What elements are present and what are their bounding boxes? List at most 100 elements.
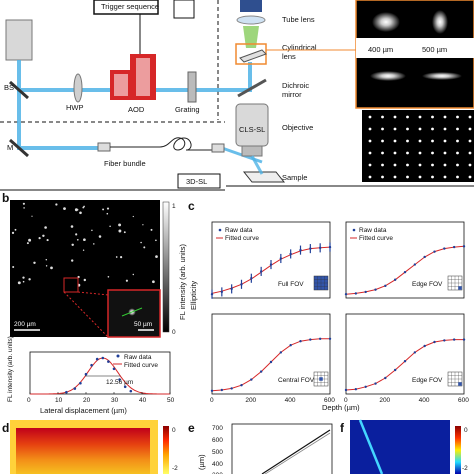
profile-line: [121, 307, 143, 317]
raw-data-point: [309, 338, 312, 341]
raw-data-point: [299, 340, 302, 343]
bead: [75, 233, 78, 236]
bead: [45, 259, 48, 261]
bead-spots: [11, 202, 158, 287]
colorbar-f: [455, 426, 461, 474]
legend-raw-label: Raw data: [359, 227, 387, 234]
array-spot: [418, 175, 422, 179]
profile-fit-curve: [30, 357, 170, 395]
array-spot: [443, 163, 447, 167]
raw-data-point: [289, 344, 292, 347]
bead: [50, 266, 53, 270]
panel-e-line-2: [264, 432, 331, 474]
array-spot: [381, 163, 384, 167]
roi-box: [63, 277, 79, 293]
subplot-label: Edge FOV: [412, 377, 443, 384]
profile-xtick-label: 10: [55, 397, 63, 404]
bead: [155, 255, 158, 258]
bead: [42, 234, 45, 238]
panel-d: d 0 -2: [2, 420, 178, 474]
array-spot: [468, 139, 472, 143]
bead: [132, 273, 135, 276]
beam-splitter: [9, 80, 29, 100]
raw-data-point: [413, 263, 417, 266]
array-spot: [468, 115, 472, 119]
subplot-label: Edge FOV: [412, 281, 443, 288]
bead: [45, 265, 48, 267]
array-spot: [406, 115, 409, 119]
tube-lens: [236, 15, 266, 25]
xtick-label: 200: [379, 397, 390, 404]
raw-data-point: [413, 351, 417, 354]
bead: [63, 207, 66, 210]
bead: [22, 276, 25, 279]
bead: [26, 242, 29, 245]
panel-e-ytick-400: 400: [212, 461, 223, 468]
beam-lower: [17, 90, 105, 150]
raw-data-point: [384, 284, 387, 288]
panel-e-ytick-600: 600: [212, 437, 223, 444]
array-spot: [381, 151, 384, 155]
array-spot: [443, 139, 447, 143]
bead: [82, 249, 85, 251]
panel-e-axes: [231, 423, 333, 474]
emission-beam: [243, 26, 259, 48]
bead: [102, 208, 105, 211]
bead: [55, 203, 58, 206]
raw-data-point: [393, 368, 397, 372]
raw-data-point: [328, 245, 332, 249]
raw-data-point: [269, 263, 273, 266]
bead: [98, 235, 102, 238]
grating-label: Grating: [175, 105, 200, 114]
profile-raw-point: [123, 385, 127, 389]
raw-data-point: [374, 288, 377, 291]
raw-data-point: [443, 339, 446, 342]
panel-e-ytick-300: 300: [212, 472, 223, 474]
raw-data-point: [230, 387, 233, 390]
bead: [120, 256, 123, 259]
panel-e-ylabel: (µm): [197, 454, 206, 470]
bead: [82, 206, 85, 209]
panel-f-map: [350, 420, 450, 474]
colorbar-b-label: FL intensity (arb. units): [178, 243, 187, 320]
sample-label: Sample: [282, 173, 307, 182]
ellipticity-axes: [345, 313, 465, 395]
raw-data-point: [433, 340, 436, 344]
bead: [115, 256, 118, 258]
bead: [71, 243, 74, 247]
array-spot: [431, 175, 434, 179]
profile-raw-point: [79, 381, 82, 385]
raw-data-point: [344, 388, 348, 392]
array-spot: [406, 163, 409, 167]
raw-data-point: [443, 247, 446, 250]
bead: [46, 239, 49, 242]
colorbar-d-min: -2: [172, 465, 178, 472]
psf-3: [370, 71, 406, 81]
array-spot: [368, 175, 372, 179]
array-spot: [456, 127, 459, 131]
array-spot: [393, 139, 397, 143]
profile-raw-point: [90, 363, 93, 367]
panel-f-letter: f: [340, 421, 345, 435]
raw-data-point: [220, 290, 224, 294]
raw-data-point: [364, 290, 367, 294]
cyl-lens-label-2: lens: [282, 52, 296, 61]
raw-data-point: [279, 351, 283, 354]
fitted-curve: [345, 339, 464, 391]
bead: [106, 212, 109, 215]
bead: [22, 280, 25, 283]
raw-data-point: [250, 277, 253, 280]
raw-data-point: [318, 337, 322, 340]
panel-f-sheet: [358, 419, 384, 474]
bead: [132, 215, 134, 218]
bs-label: BS: [4, 83, 14, 92]
xtick-label: 600: [458, 397, 469, 404]
raw-data-point: [462, 338, 466, 341]
raw-data-point: [354, 292, 358, 295]
raw-data-point: [328, 337, 332, 340]
profile-raw-point: [95, 357, 99, 361]
panel-f: f 0 -2: [340, 419, 468, 474]
bead: [28, 238, 32, 242]
profile-raw-point: [101, 356, 105, 360]
